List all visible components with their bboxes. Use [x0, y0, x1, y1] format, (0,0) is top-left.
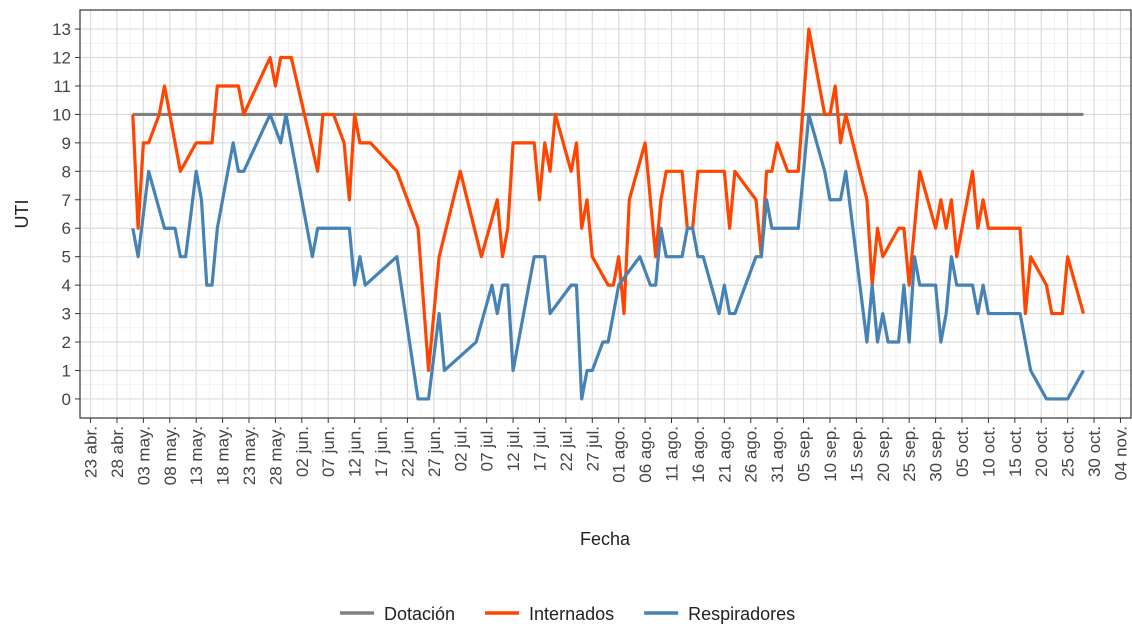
- x-tick-label: 22 jun.: [398, 426, 417, 477]
- x-tick-label: 25 oct.: [1059, 426, 1078, 477]
- x-tick-label: 20 sep.: [874, 426, 893, 482]
- x-tick-label: 04 nov.: [1111, 426, 1130, 481]
- y-tick-label: 13: [52, 20, 71, 39]
- y-tick-label: 7: [62, 191, 71, 210]
- x-tick-label: 13 may.: [187, 426, 206, 485]
- y-tick-label: 3: [62, 305, 71, 324]
- x-tick-label: 05 sep.: [795, 426, 814, 482]
- series-line: [131, 112, 1085, 401]
- y-tick-label: 12: [52, 49, 71, 68]
- x-tick-label: 20 oct.: [1032, 426, 1051, 477]
- x-tick-label: 06 ago.: [636, 426, 655, 483]
- y-tick-label: 10: [52, 105, 71, 124]
- x-tick-label: 27 jun.: [425, 426, 444, 477]
- y-tick-label: 2: [62, 333, 71, 352]
- x-tick-label: 25 sep.: [900, 426, 919, 482]
- x-tick-label: 18 may.: [214, 426, 233, 485]
- x-tick-label: 23 may.: [240, 426, 259, 485]
- x-tick-label: 05 oct.: [953, 426, 972, 477]
- x-tick-label: 10 oct.: [979, 426, 998, 477]
- x-tick-label: 22 jul.: [557, 426, 576, 471]
- y-tick-label: 11: [53, 77, 71, 96]
- y-tick-label: 8: [62, 162, 71, 181]
- x-tick-label: 30 oct.: [1085, 426, 1104, 477]
- x-tick-label: 02 jun.: [293, 426, 312, 477]
- legend-label: Internados: [529, 604, 614, 624]
- y-tick-label: 9: [62, 134, 71, 153]
- legend: Dotación Internados Respiradores: [340, 604, 795, 624]
- series-line: [131, 27, 1086, 373]
- y-tick-label: 1: [62, 361, 71, 380]
- y-tick-label: 6: [62, 219, 71, 238]
- x-tick-label: 28 may.: [266, 426, 285, 485]
- y-tick-label: 5: [62, 248, 71, 267]
- x-tick-label: 30 sep.: [927, 426, 946, 482]
- y-tick-label: 0: [62, 390, 71, 409]
- x-tick-label: 07 jun.: [319, 426, 338, 477]
- x-axis-label: Fecha: [580, 529, 631, 549]
- x-tick-label: 17 jul.: [530, 426, 549, 471]
- x-tick-label: 16 ago.: [689, 426, 708, 483]
- x-tick-label: 17 jun.: [372, 426, 391, 477]
- x-tick-label: 01 ago.: [610, 426, 629, 483]
- x-tick-label: 15 sep.: [847, 426, 866, 482]
- y-axis-label: UTI: [12, 200, 32, 229]
- x-tick-label: 21 ago.: [715, 426, 734, 483]
- x-tick-label: 31 ago.: [768, 426, 787, 483]
- x-tick-label: 12 jul.: [504, 426, 523, 471]
- x-tick-label: 08 may.: [161, 426, 180, 485]
- legend-label: Respiradores: [688, 604, 795, 624]
- x-tick-label: 15 oct.: [1006, 426, 1025, 477]
- y-tick-label: 4: [62, 276, 71, 295]
- x-tick-label: 23 abr.: [82, 426, 101, 478]
- x-tick-label: 02 jul.: [451, 426, 470, 471]
- legend-label: Dotación: [384, 604, 455, 624]
- panel-border: [79, 9, 1132, 419]
- x-tick-label: 07 jul.: [478, 426, 497, 471]
- x-tick-label: 10 sep.: [821, 426, 840, 482]
- x-tick-label: 27 jul.: [583, 426, 602, 471]
- x-tick-label: 03 may.: [134, 426, 153, 485]
- grid: [80, 10, 1131, 418]
- x-tick-label: 26 ago.: [742, 426, 761, 483]
- x-tick-label: 28 abr.: [108, 426, 127, 478]
- x-tick-label: 12 jun.: [346, 426, 365, 477]
- x-tick-label: 11 ago.: [663, 426, 682, 481]
- lines: [131, 27, 1086, 401]
